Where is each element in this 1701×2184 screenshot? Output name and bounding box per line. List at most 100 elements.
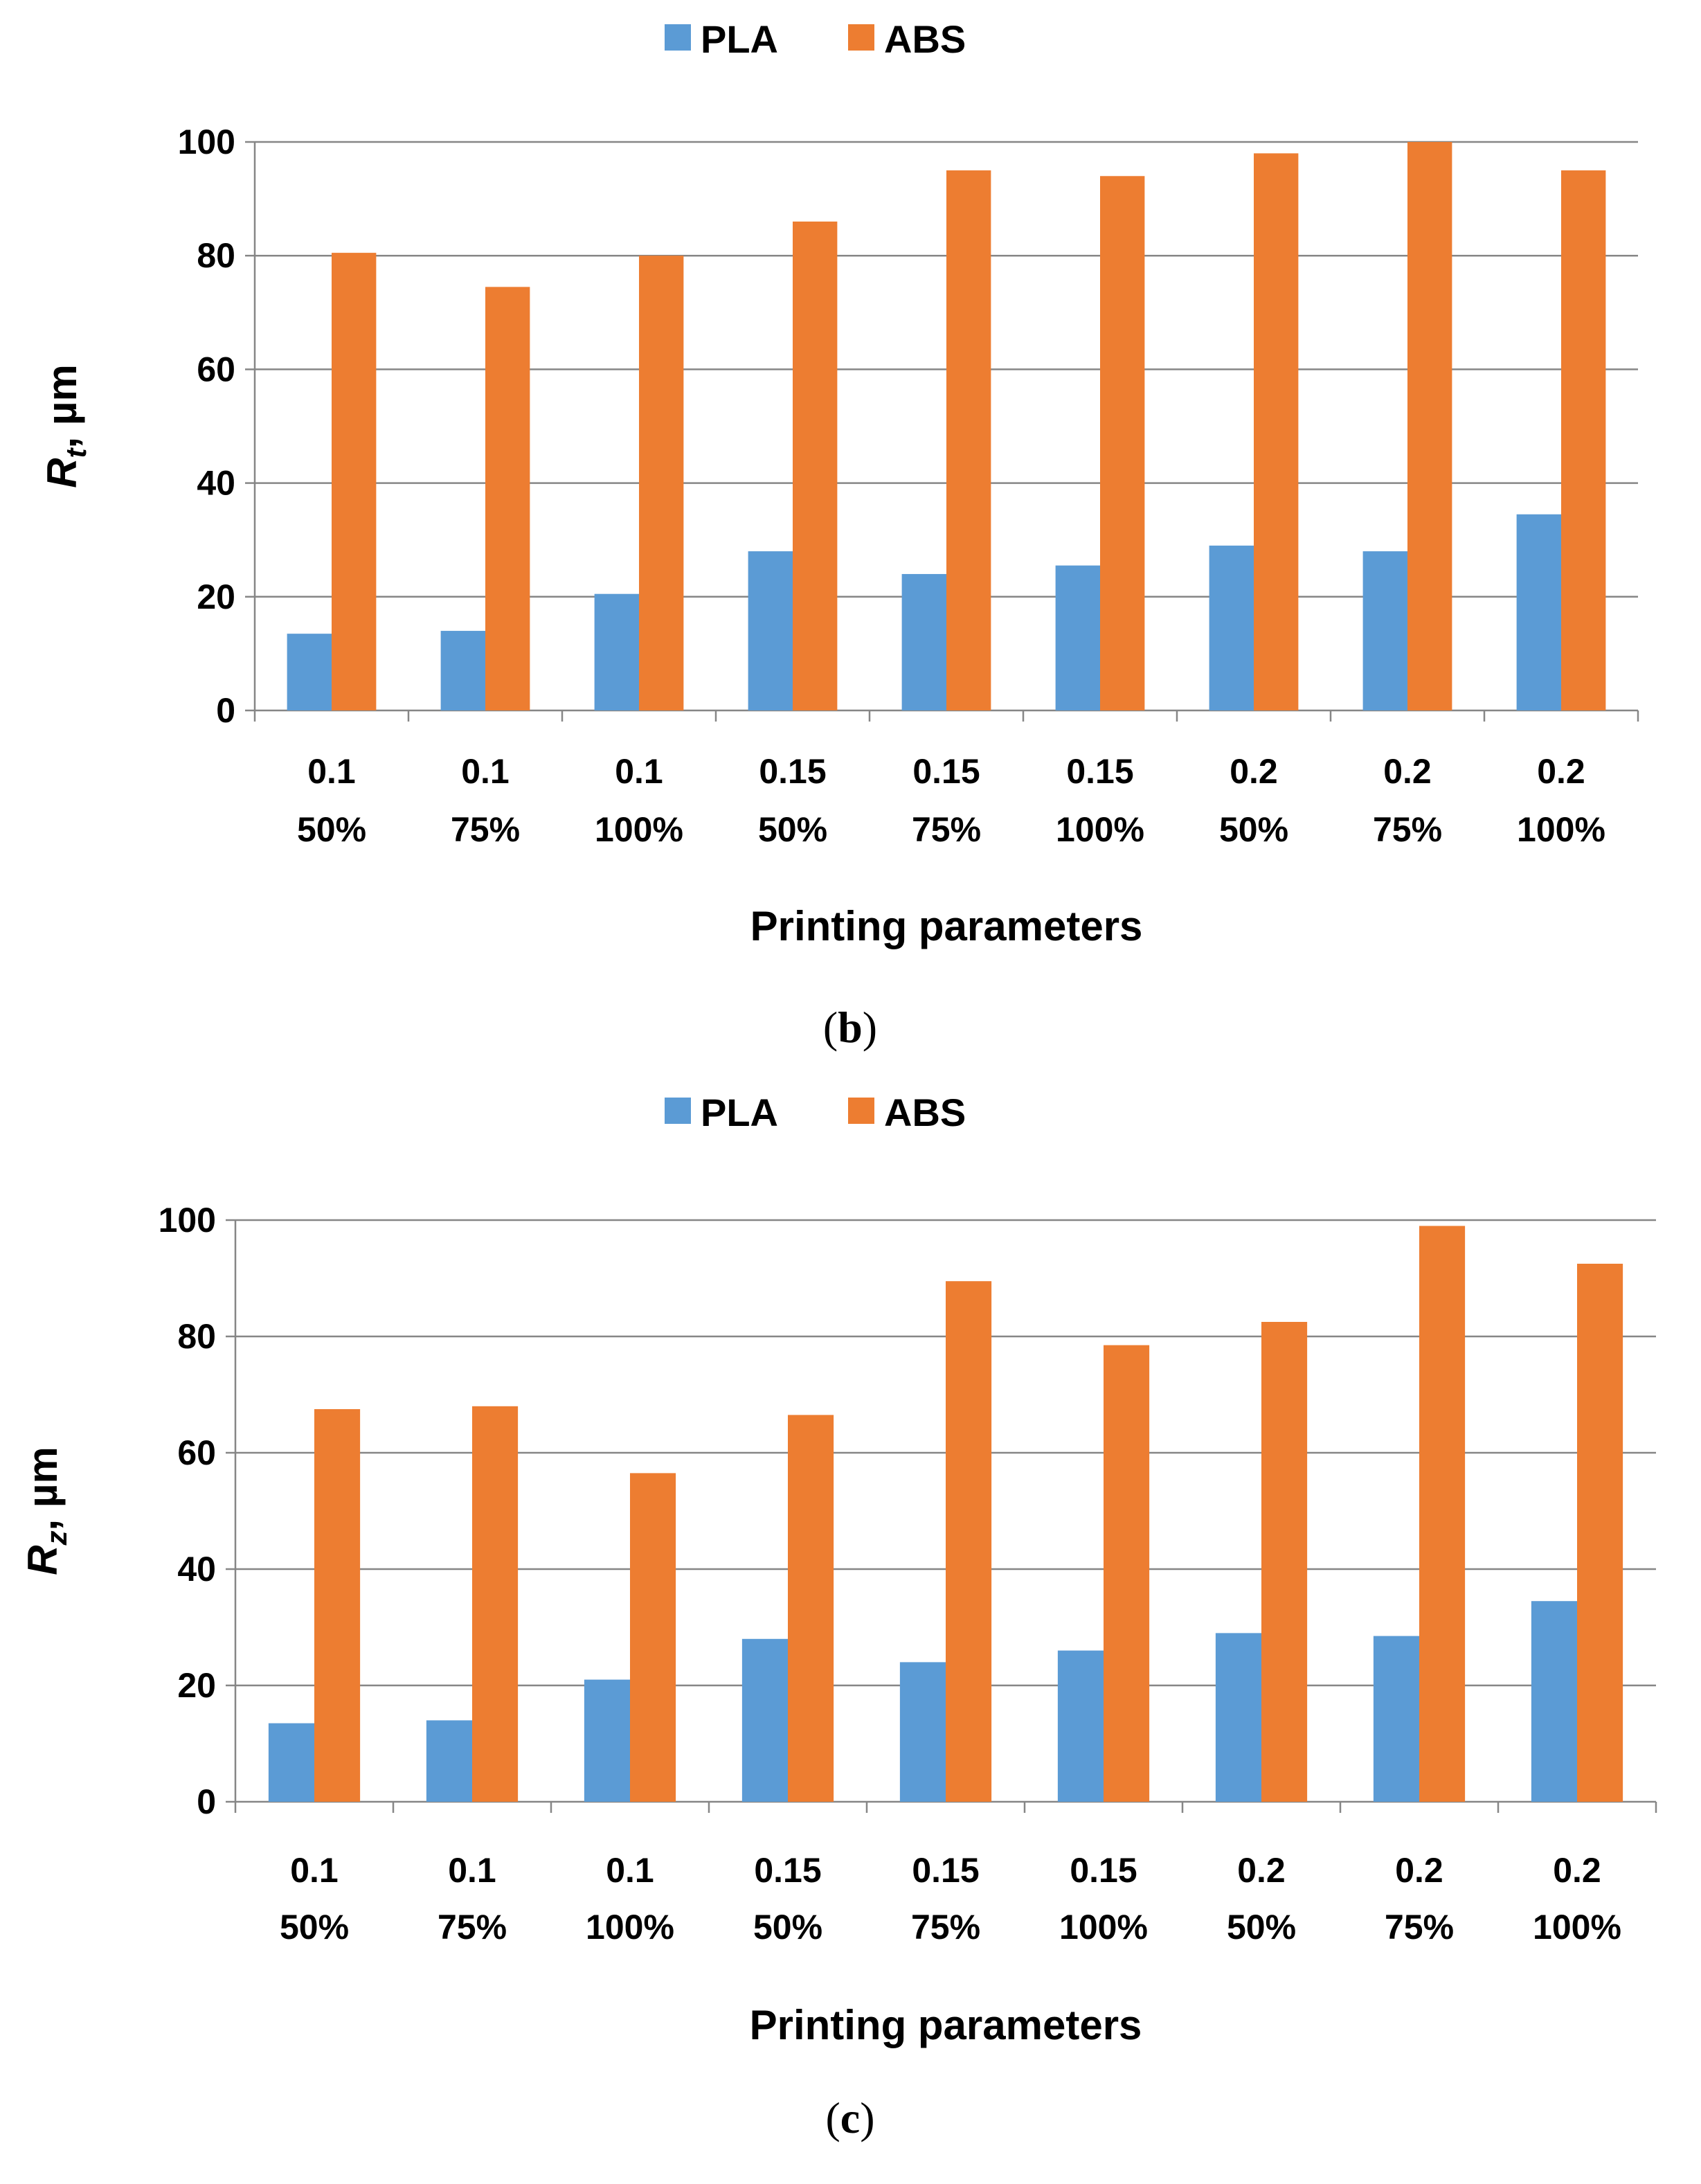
y-tick-label: 40 <box>177 1550 216 1588</box>
panel-caption-letter: c <box>840 2093 860 2142</box>
bar-abs <box>332 253 377 711</box>
chart-panel-b: PLA ABS 0 20 40 60 80 100 0.1 50% 0.1 75% 0.1 100% 0.1… <box>39 17 1639 1052</box>
bar-pla <box>268 1723 314 1802</box>
y-axis-title-unit: , µm <box>19 1447 66 1530</box>
bar-pla <box>899 1662 946 1802</box>
bar-abs <box>314 1409 361 1802</box>
x-tick-label: 0.2 <box>1383 752 1432 791</box>
bar-pla <box>1055 565 1100 710</box>
bar-pla <box>741 1638 788 1802</box>
y-tick-label: 100 <box>159 1201 216 1239</box>
bar-abs <box>1407 142 1452 710</box>
x-axis-title: Printing parameters <box>750 903 1143 949</box>
x-tick-label: 50% <box>753 1908 822 1946</box>
y-axis-title-unit: , µm <box>39 364 85 448</box>
x-tick-label: 50% <box>1227 1908 1296 1946</box>
y-tick-label: 60 <box>177 1433 216 1472</box>
bar-pla <box>594 593 639 710</box>
x-tick-label: 0.15 <box>1070 1851 1137 1890</box>
y-tick-label: 100 <box>178 123 235 161</box>
x-tick-label: 0.1 <box>307 752 356 791</box>
bar-abs <box>788 1415 834 1802</box>
bar-abs <box>1561 170 1606 711</box>
x-tick-label: 75% <box>1373 810 1442 849</box>
x-tick-label: 100% <box>586 1908 674 1946</box>
y-tick-label: 0 <box>197 1782 216 1821</box>
x-tick-label: 100% <box>595 810 683 849</box>
x-tick-label: 0.2 <box>1395 1851 1443 1890</box>
x-tick-label: 0.15 <box>759 752 826 791</box>
x-tick-label: 50% <box>1219 810 1288 849</box>
x-tick-label: 50% <box>297 810 366 849</box>
bar-pla <box>1215 1633 1261 1802</box>
chart-panel-c: PLA ABS 0 20 40 60 80 100 0.1 50% 0.1 75% 0.1 100% 0.1… <box>19 1091 1657 2142</box>
bar-pla <box>1373 1636 1419 1802</box>
x-tick-label: 0.1 <box>615 752 663 791</box>
bar-pla <box>1362 551 1407 710</box>
bar-pla <box>1057 1650 1104 1802</box>
y-tick-label: 20 <box>197 578 235 616</box>
panel-caption-letter: b <box>838 1003 863 1052</box>
panel-caption-open: ( <box>823 1003 838 1052</box>
panel-caption: (c) <box>825 2093 874 2142</box>
x-tick-label: 75% <box>1385 1908 1454 1946</box>
x-tick-label: 50% <box>758 810 827 849</box>
y-axis-title-sub: z <box>40 1530 73 1546</box>
legend-label-abs: ABS <box>884 17 966 61</box>
x-tick-label: 100% <box>1517 810 1605 849</box>
bar-abs <box>1100 176 1145 710</box>
bar-pla <box>440 631 485 710</box>
x-tick-label: 0.1 <box>606 1851 654 1890</box>
bar-pla <box>287 634 332 710</box>
x-tick-label: 0.2 <box>1553 1851 1601 1890</box>
x-tick-label: 0.15 <box>754 1851 821 1890</box>
panel-caption-open: ( <box>825 2093 840 2142</box>
legend-label-pla: PLA <box>701 1091 778 1134</box>
x-tick-label: 0.15 <box>1066 752 1133 791</box>
x-tick-label: 0.2 <box>1230 752 1278 791</box>
panel-caption: (b) <box>823 1003 877 1052</box>
x-tick-label: 100% <box>1056 810 1144 849</box>
x-tick-label: 100% <box>1533 1908 1621 1946</box>
legend-label-abs: ABS <box>884 1091 966 1134</box>
y-tick-label: 80 <box>197 236 235 275</box>
bar-abs <box>1419 1226 1466 1802</box>
y-tick-label: 20 <box>177 1666 216 1705</box>
bar-abs <box>630 1473 676 1802</box>
y-axis-title-var: R <box>39 458 85 487</box>
legend: PLA ABS <box>665 17 966 61</box>
bar-pla <box>1531 1601 1577 1802</box>
y-tick-label: 80 <box>177 1317 216 1356</box>
bar-pla <box>901 573 946 710</box>
bar-abs <box>793 221 838 710</box>
y-axis-title: Rt, µm <box>39 364 92 488</box>
legend-swatch-abs <box>848 1098 874 1124</box>
y-tick-label: 60 <box>197 350 235 388</box>
bar-pla <box>1209 545 1254 710</box>
y-tick-label: 40 <box>197 464 235 503</box>
bar-abs <box>946 170 991 711</box>
x-tick-label: 0.2 <box>1537 752 1585 791</box>
x-tick-label: 75% <box>438 1908 507 1946</box>
bar-abs <box>1104 1345 1150 1802</box>
x-tick-label: 50% <box>280 1908 349 1946</box>
x-tick-label: 0.2 <box>1237 1851 1286 1890</box>
x-tick-label: 0.1 <box>290 1851 339 1890</box>
bar-abs <box>1577 1264 1623 1802</box>
x-tick-label: 75% <box>912 810 981 849</box>
bar-abs <box>1261 1322 1308 1802</box>
bar-abs <box>639 256 684 710</box>
y-tick-label: 0 <box>216 691 235 730</box>
x-axis-title: Printing parameters <box>750 2002 1142 2048</box>
legend: PLA ABS <box>665 1091 966 1134</box>
x-tick-label: 0.15 <box>912 1851 979 1890</box>
legend-swatch-abs <box>848 24 874 51</box>
legend-swatch-pla <box>665 24 691 51</box>
y-axis-title-sub: t <box>60 447 92 458</box>
bar-pla <box>1516 514 1561 710</box>
x-tick-label: 0.15 <box>912 752 980 791</box>
x-tick-label: 75% <box>451 810 520 849</box>
x-tick-label: 0.1 <box>461 752 510 791</box>
panel-caption-close: ) <box>863 1003 877 1052</box>
